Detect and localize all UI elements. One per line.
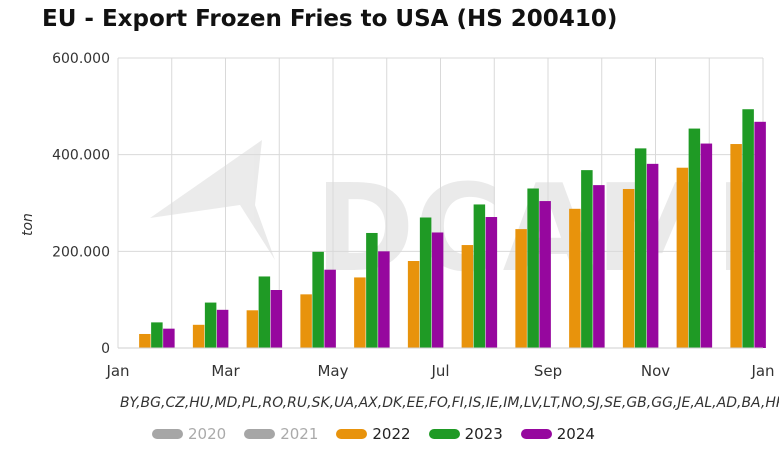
watermark-logo: DCAMI [150, 140, 760, 299]
x-tick-label: Nov [641, 362, 670, 380]
bar-2024-mar [270, 290, 283, 348]
legend-label: 2023 [464, 425, 503, 443]
bar-2024-jul [485, 217, 498, 348]
bar-2022-mar [246, 310, 259, 348]
bar-2023-oct [634, 148, 647, 348]
bar-2023-jun [419, 217, 432, 348]
bar-2024-nov [700, 143, 713, 348]
bar-2024-feb [216, 309, 229, 348]
bar-2022-nov [676, 167, 689, 348]
legend-item-2021[interactable]: 2021 [244, 425, 318, 443]
x-tick-label: May [317, 362, 348, 380]
bar-2022-may [354, 277, 366, 348]
legend-swatch [244, 429, 276, 439]
bar-2022-oct [622, 188, 635, 348]
bar-2023-jan [151, 322, 163, 348]
bar-2023-aug [527, 188, 539, 348]
y-axis-label: ton [20, 213, 36, 236]
y-tick-label: 200.000 [52, 244, 110, 260]
country-list-note: BY,BG,CZ,HU,MD,PL,RO,RU,SK,UA,AX,DK,EE,F… [120, 395, 779, 411]
bar-2022-jan [139, 333, 151, 348]
bar-2023-feb [204, 302, 217, 348]
bar-2022-aug [515, 229, 527, 348]
bar-2022-dec [730, 144, 742, 348]
y-tick-label: 400.000 [52, 148, 110, 164]
legend-item-2020[interactable]: 2020 [152, 425, 226, 443]
bar-2023-dec [742, 109, 754, 348]
bar-2023-apr [312, 251, 324, 348]
bars [139, 109, 766, 348]
bar-2023-jul [473, 204, 486, 348]
bar-2024-jan [163, 328, 175, 348]
bar-2024-oct [646, 163, 659, 348]
legend-item-2023[interactable]: 2023 [428, 425, 503, 443]
bar-2022-feb [192, 324, 205, 348]
chart-title: EU - Export Frozen Fries to USA (HS 2004… [42, 6, 618, 32]
y-tick-label: 600.000 [52, 51, 110, 67]
x-tick-label: Jan [105, 362, 129, 380]
y-tick-label: 0 [101, 341, 110, 357]
bar-2023-may [366, 232, 378, 348]
x-tick-label: Jul [430, 362, 449, 380]
bar-2024-aug [539, 201, 551, 348]
legend-label: 2024 [556, 425, 595, 443]
bar-2023-sep [581, 170, 593, 348]
bar-2022-jul [461, 245, 474, 348]
bar-2024-sep [593, 185, 605, 348]
bar-2024-jun [431, 232, 444, 348]
x-tick-label: Jan [750, 362, 774, 380]
legend-label: 2022 [372, 425, 411, 443]
legend-item-2024[interactable]: 2024 [520, 425, 595, 443]
bar-2022-apr [300, 294, 312, 348]
axes: 0 200.000 400.000 600.000 Jan Mar May Jul Sep Nov… [52, 51, 774, 380]
legend-label: 2020 [188, 425, 227, 443]
bar-2023-nov [688, 128, 701, 348]
bar-2024-may [378, 251, 390, 348]
bar-2022-sep [569, 208, 581, 348]
legend-item-2022[interactable]: 2022 [336, 425, 411, 443]
legend-label: 2021 [280, 425, 319, 443]
bar-2022-jun [407, 261, 420, 348]
legend-swatch [520, 429, 552, 439]
legend: 2020 2021 2022 2023 2024 [152, 425, 613, 443]
bar-2024-dec [754, 121, 766, 348]
legend-swatch [428, 429, 460, 439]
legend-swatch [336, 429, 368, 439]
x-tick-label: Mar [211, 362, 240, 380]
bar-2024-apr [324, 269, 336, 348]
bar-2023-mar [258, 276, 271, 348]
x-tick-label: Sep [534, 362, 562, 380]
legend-swatch [152, 429, 183, 439]
